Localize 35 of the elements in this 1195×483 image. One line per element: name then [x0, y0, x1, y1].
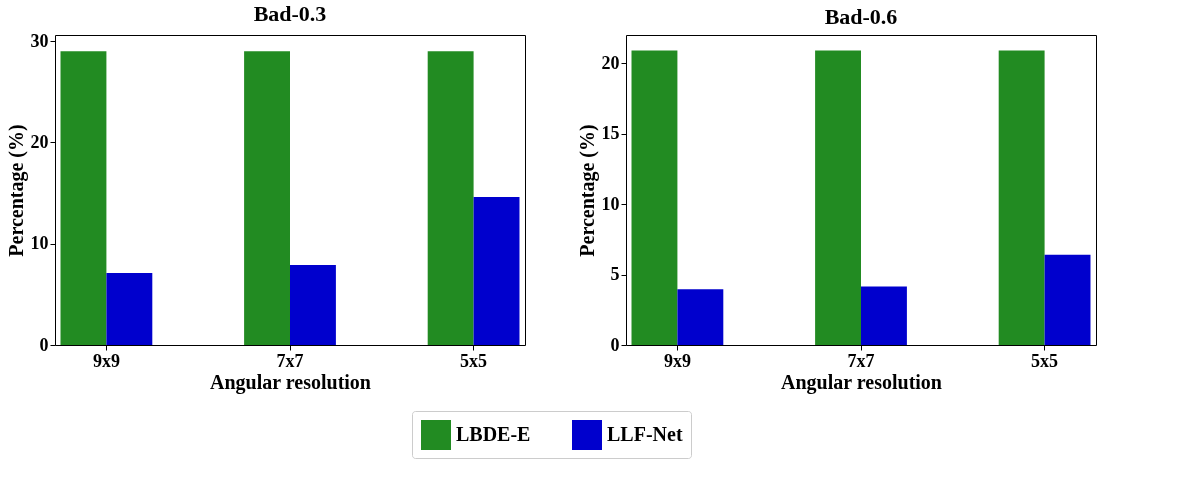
y-tick-label: 0: [610, 334, 620, 355]
bar: [106, 273, 153, 345]
bar: [290, 264, 336, 345]
x-tick-label: 7x7: [847, 350, 875, 371]
bar: [427, 51, 474, 345]
x-axis-title: Angular resolution: [210, 370, 371, 394]
bar: [244, 51, 290, 345]
y-tick-label: 15: [601, 123, 620, 144]
bar: [631, 50, 678, 345]
x-tick-label: 5x5: [460, 350, 488, 371]
bar: [861, 286, 907, 345]
y-tick-label: 10: [601, 193, 620, 214]
bar: [60, 51, 107, 345]
bar: [998, 50, 1045, 345]
x-tick-label: 7x7: [276, 350, 304, 371]
bar: [815, 50, 861, 345]
x-tick-label: 9x9: [92, 350, 120, 371]
x-tick-label: 5x5: [1031, 350, 1059, 371]
y-tick-label: 20: [601, 52, 620, 73]
y-tick-label: 30: [30, 30, 49, 51]
y-tick-label: 0: [39, 334, 49, 355]
chart-title: Bad-0.6: [824, 4, 898, 29]
chart-title: Bad-0.3: [253, 1, 327, 27]
bar: [1044, 254, 1091, 345]
legend-label: LBDE-E: [456, 423, 531, 445]
legend-label: LLF-Net: [607, 423, 683, 445]
bar: [473, 197, 520, 345]
x-tick-label: 9x9: [663, 350, 691, 371]
x-axis-title: Angular resolution: [781, 370, 942, 394]
bar: [677, 289, 724, 345]
y-axis-title: Percentage (%): [4, 124, 28, 257]
y-axis-title: Percentage (%): [575, 124, 599, 257]
y-tick-label: 10: [30, 233, 49, 254]
y-tick-label: 20: [30, 131, 49, 152]
y-tick-label: 5: [610, 264, 620, 285]
